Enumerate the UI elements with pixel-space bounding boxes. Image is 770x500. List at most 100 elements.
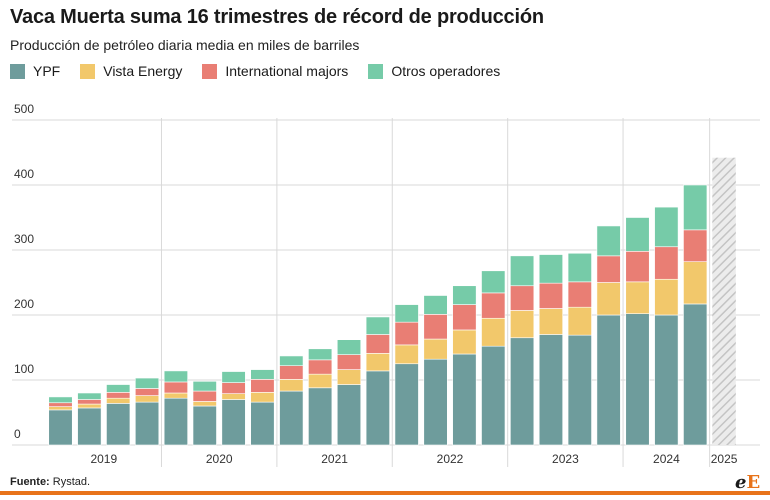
- bar-segment-vista: [481, 317, 506, 347]
- bar-segment-otros: [163, 370, 188, 383]
- bar-segment-otros: [510, 255, 535, 287]
- bar-segment-majors: [683, 229, 708, 263]
- bar-segment-ypf: [452, 353, 477, 446]
- bottom-accent-bar: [0, 491, 770, 495]
- bar-segment-majors: [394, 321, 419, 346]
- bar-segment-majors: [48, 402, 73, 407]
- bar-segment-ypf: [394, 363, 419, 446]
- x-tick-label: 2024: [653, 452, 680, 466]
- y-tick-label: 200: [14, 297, 34, 311]
- bar-segment-otros: [567, 252, 592, 283]
- bar-segment-otros: [538, 254, 564, 284]
- bar-segment-vista: [250, 392, 275, 403]
- legend-swatch-otros: [368, 63, 384, 79]
- bar-segment-ypf: [135, 401, 160, 446]
- chart-subtitle: Producción de petróleo diaria media en m…: [10, 37, 360, 53]
- bar-segment-majors: [221, 382, 246, 394]
- bar-segment-vista: [279, 379, 304, 392]
- bar-segment-majors: [423, 314, 448, 340]
- y-tick-label: 300: [14, 232, 34, 246]
- bar-segment-majors: [625, 251, 650, 283]
- chart-title: Vaca Muerta suma 16 trimestres de récord…: [10, 6, 544, 28]
- y-tick-label: 100: [14, 362, 34, 376]
- bar-segment-ypf: [423, 358, 448, 446]
- bar-segment-otros: [336, 339, 362, 355]
- bar-segment-ypf: [77, 407, 102, 446]
- bar-segment-vista: [308, 373, 333, 389]
- bar-segment-otros: [221, 371, 246, 383]
- bar-segment-ypf: [510, 337, 535, 446]
- bar-segment-ypf: [567, 334, 592, 446]
- bar-segment-vista: [192, 401, 217, 407]
- labels-layer: 0 100 200 300 400 500 2019 2020 2021 2022 2023 2024…: [14, 102, 738, 466]
- legend-swatch-vista: [80, 63, 96, 79]
- bar-segment-otros: [625, 217, 650, 252]
- legend-item-otros: Otros operadores: [368, 63, 500, 79]
- bar-segment-otros: [279, 355, 304, 367]
- bar-segment-majors: [538, 282, 564, 309]
- legend-swatch-majors: [202, 63, 218, 79]
- brand-logo: eE: [735, 472, 760, 493]
- bar-segment-ypf: [48, 409, 73, 446]
- bar-segment-majors: [567, 281, 592, 308]
- bar-segment-otros: [106, 384, 131, 393]
- bar-segment-otros: [48, 396, 73, 404]
- bar-segment-otros: [683, 184, 708, 231]
- logo-e1: e: [735, 472, 747, 493]
- source-note: Fuente: Rystad.: [10, 476, 90, 488]
- legend-swatch-ypf: [10, 63, 25, 79]
- bar-segment-otros: [452, 285, 477, 305]
- bar-segment-vista: [163, 392, 188, 399]
- source-value: Rystad.: [52, 476, 91, 488]
- bar-segment-vista: [336, 369, 362, 385]
- bar-forecast-2025: [712, 157, 736, 445]
- bar-segment-vista: [77, 403, 102, 409]
- bar-segment-otros: [394, 304, 419, 323]
- x-tick-label: 2019: [90, 452, 117, 466]
- bar-segment-ypf: [308, 387, 333, 446]
- bar-segment-majors: [192, 390, 217, 402]
- x-tick-label: 2023: [552, 452, 579, 466]
- bar-segment-majors: [250, 379, 275, 393]
- bar-segment-otros: [596, 225, 621, 257]
- legend-item-ypf: YPF: [10, 63, 60, 79]
- bar-segment-vista: [538, 308, 564, 335]
- bar-segment-majors: [336, 354, 362, 370]
- bar-segment-ypf: [481, 345, 506, 446]
- bar-segment-otros: [250, 369, 275, 380]
- bar-segment-majors: [308, 359, 333, 375]
- bar-segment-majors: [452, 304, 477, 331]
- bar-segment-ypf: [279, 390, 304, 446]
- bar-segment-majors: [279, 365, 304, 380]
- x-tick-label: 2021: [321, 452, 348, 466]
- y-tick-label: 500: [14, 102, 34, 116]
- logo-e2: E: [746, 472, 761, 493]
- bar-segment-majors: [163, 381, 188, 394]
- x-tick-label: 2022: [437, 452, 464, 466]
- bar-segment-majors: [106, 392, 131, 399]
- y-tick-label: 400: [14, 167, 34, 181]
- bar-segment-otros: [365, 316, 390, 335]
- bar-segment-vista: [625, 281, 650, 315]
- legend: YPF Vista Energy International majors Ot…: [10, 63, 520, 79]
- bar-segment-majors: [365, 334, 390, 354]
- bar-segment-vista: [510, 310, 535, 339]
- legend-item-vista: Vista Energy: [80, 63, 182, 79]
- bar-segment-vista: [106, 397, 131, 404]
- bar-segment-otros: [481, 270, 506, 294]
- bar-segment-vista: [423, 338, 448, 360]
- bars-layer: [48, 157, 736, 446]
- bar-segment-ypf: [683, 303, 708, 446]
- bar-segment-otros: [308, 348, 333, 361]
- bar-segment-majors: [654, 246, 679, 280]
- bar-segment-ypf: [538, 334, 564, 446]
- legend-label-ypf: YPF: [33, 63, 61, 79]
- stacked-bar-chart: 0 100 200 300 400 500 2019 2020 2021 2022 2023 2024…: [12, 102, 760, 467]
- bar-segment-majors: [596, 255, 621, 283]
- source-label: Fuente:: [10, 476, 50, 488]
- bar-segment-vista: [567, 306, 592, 336]
- bar-segment-majors: [510, 285, 535, 311]
- bar-segment-vista: [365, 353, 390, 372]
- bar-segment-vista: [221, 393, 246, 400]
- bar-segment-vista: [394, 344, 419, 365]
